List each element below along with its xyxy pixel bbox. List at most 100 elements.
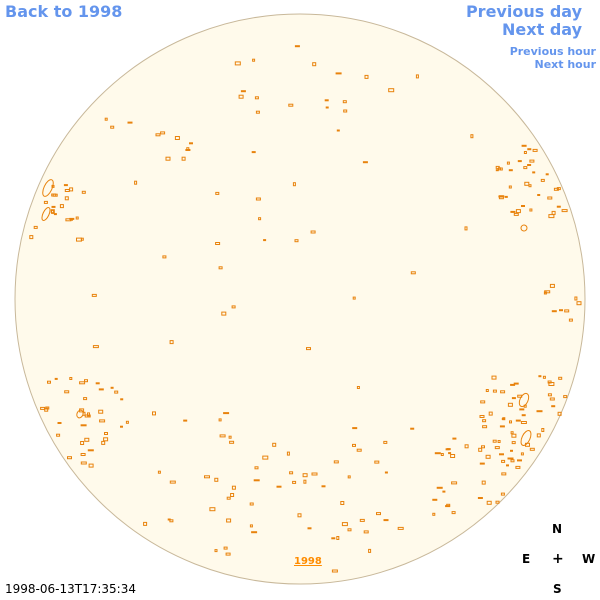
back-to-year-link[interactable]: Back to 1998	[5, 2, 123, 21]
feature-mark	[325, 106, 329, 109]
feature-mark	[507, 457, 514, 460]
feature-mark	[495, 500, 500, 504]
year-link[interactable]: 1998	[294, 556, 322, 567]
feature-mark	[442, 490, 446, 493]
observation-timestamp: 1998-06-13T17:35:34	[5, 582, 136, 596]
feature-mark	[364, 74, 369, 79]
feature-mark	[556, 187, 561, 191]
feature-mark	[254, 466, 259, 470]
feature-mark	[513, 382, 519, 385]
feature-mark	[557, 411, 562, 416]
feature-mark	[342, 100, 347, 104]
feature-mark	[532, 171, 536, 174]
feature-mark	[185, 149, 191, 151]
feature-mark	[310, 230, 316, 234]
feature-mark	[538, 375, 542, 378]
feature-mark	[499, 167, 503, 171]
feature-mark	[152, 411, 156, 416]
feature-mark	[511, 441, 516, 445]
feature-mark	[479, 462, 485, 465]
feature-mark	[529, 159, 535, 163]
feature-mark	[104, 432, 108, 435]
feature-mark	[75, 216, 79, 220]
feature-mark	[448, 452, 452, 455]
next-hour-link[interactable]: Next hour	[534, 58, 597, 71]
feature-mark	[384, 471, 388, 474]
next-day-link[interactable]: Next day	[502, 20, 582, 39]
feature-mark	[204, 475, 210, 479]
feature-mark	[165, 156, 171, 161]
feature-mark	[485, 389, 489, 392]
feature-mark	[482, 425, 488, 429]
feature-loop	[518, 392, 530, 408]
feature-mark	[564, 309, 570, 313]
feature-mark	[321, 485, 326, 488]
feature-mark	[324, 99, 329, 102]
feature-mark	[432, 512, 436, 516]
feature-mark	[218, 418, 222, 422]
feature-mark	[110, 386, 114, 389]
feature-mark	[50, 209, 55, 214]
feature-mark	[57, 422, 62, 424]
feature-mark	[231, 485, 236, 490]
feature-mark	[160, 131, 166, 135]
feature-mark	[81, 190, 86, 194]
feature-mark	[255, 197, 261, 201]
feature-mark	[297, 513, 302, 518]
previous-hour-link[interactable]: Previous hour	[509, 45, 596, 58]
feature-mark	[84, 437, 90, 442]
feature-mark	[499, 453, 504, 456]
feature-mark	[99, 419, 106, 423]
feature-mark	[69, 217, 75, 220]
feature-loop	[41, 207, 51, 221]
feature-mark	[219, 434, 226, 438]
feature-mark	[253, 479, 260, 482]
feature-mark	[479, 415, 485, 418]
feature-mark	[64, 390, 70, 394]
feature-mark	[363, 530, 369, 534]
feature-mark	[501, 472, 507, 476]
feature-mark	[520, 452, 524, 456]
feature-mark	[230, 493, 235, 497]
feature-mark	[388, 88, 395, 93]
feature-mark	[155, 133, 161, 137]
feature-mark	[362, 161, 368, 164]
feature-mark	[335, 72, 342, 75]
feature-mark	[510, 459, 515, 463]
feature-mark	[306, 347, 311, 351]
feature-mark	[536, 433, 541, 438]
feature-mark	[517, 160, 522, 163]
feature-mark	[249, 502, 254, 506]
feature-mark	[225, 552, 231, 556]
feature-mark	[561, 209, 568, 213]
feature-mark	[174, 136, 180, 140]
feature-mark	[548, 382, 555, 386]
compass-west: W	[582, 552, 596, 566]
feature-mark	[276, 485, 282, 488]
feature-mark	[52, 193, 58, 197]
compass-center: +	[552, 551, 564, 567]
feature-mark	[513, 212, 519, 216]
feature-mark	[464, 226, 468, 231]
solar-features	[29, 45, 582, 573]
feature-mark	[223, 412, 230, 415]
feature-mark	[294, 45, 300, 48]
feature-mark	[255, 110, 260, 114]
compass-east: E	[522, 552, 531, 566]
solar-disk	[14, 13, 586, 585]
feature-mark	[482, 419, 487, 423]
feature-mark	[537, 194, 541, 196]
previous-day-link[interactable]: Previous day	[465, 2, 582, 21]
feature-mark	[549, 397, 555, 401]
feature-mark	[541, 428, 545, 432]
feature-mark	[488, 411, 493, 416]
feature-mark	[214, 477, 219, 482]
feature-mark	[495, 169, 499, 172]
feature-mark	[312, 62, 317, 67]
feature-mark	[103, 437, 109, 442]
feature-mark	[568, 318, 573, 322]
feature-mark	[481, 480, 486, 485]
feature-mark	[500, 492, 505, 496]
feature-mark	[223, 546, 228, 550]
feature-mark	[504, 195, 508, 198]
